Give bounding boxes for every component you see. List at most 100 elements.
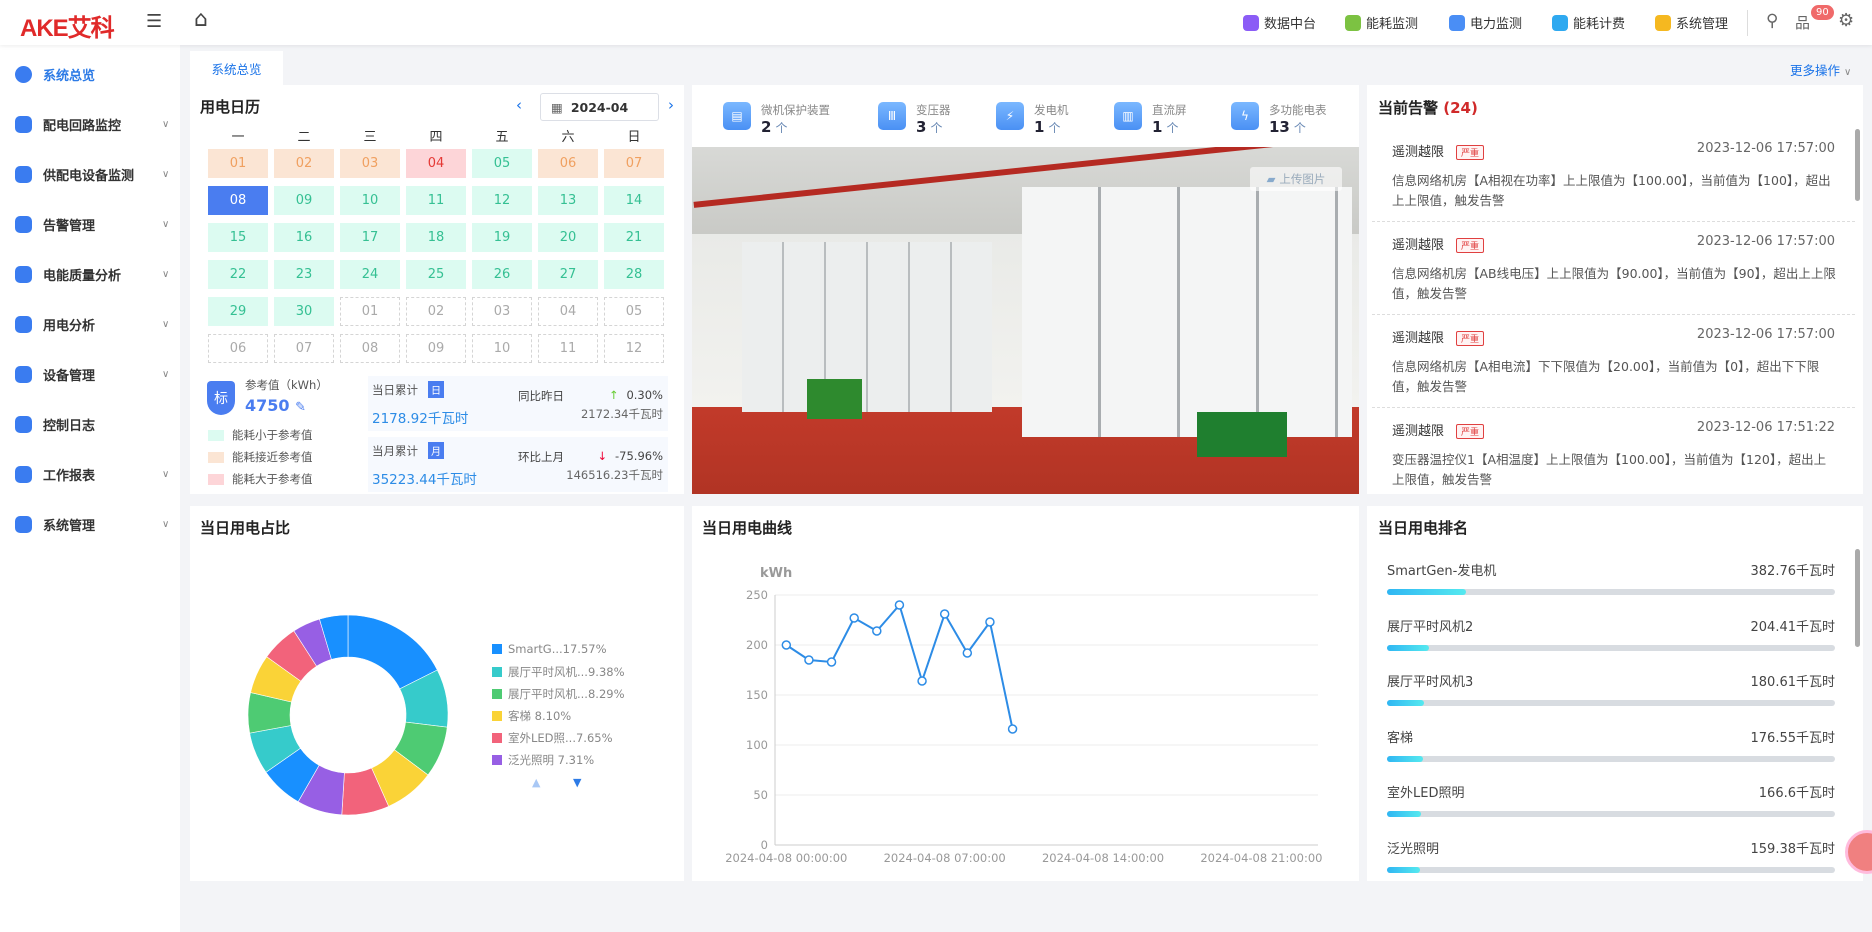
- prev-month-button[interactable]: ‹: [516, 96, 522, 114]
- pie-legend-item[interactable]: 展厅平时风机...9.38%: [492, 664, 625, 680]
- settings-gear-icon[interactable]: ⚙: [1838, 10, 1854, 31]
- device-stat[interactable]: Ⅲ变压器3个: [878, 102, 951, 136]
- sidebar-item[interactable]: 告警管理∨: [0, 209, 180, 239]
- calendar-day[interactable]: 05: [472, 149, 532, 178]
- calendar-day[interactable]: 21: [604, 223, 664, 252]
- device-stat[interactable]: ϟ多功能电表13个: [1231, 102, 1327, 136]
- calendar-day[interactable]: 10: [472, 334, 532, 363]
- data-point[interactable]: [941, 610, 949, 618]
- calendar-day[interactable]: 20: [538, 223, 598, 252]
- calendar-day[interactable]: 14: [604, 186, 664, 215]
- calendar-day[interactable]: 04: [406, 149, 466, 178]
- calendar-day[interactable]: 06: [538, 149, 598, 178]
- device-stat[interactable]: ⚡发电机1个: [996, 102, 1069, 136]
- sidebar-item[interactable]: 设备管理∨: [0, 359, 180, 389]
- pie-legend-item[interactable]: 泛光照明 7.31%: [492, 752, 594, 768]
- legend-next-page-icon[interactable]: ▼: [573, 776, 581, 789]
- data-point[interactable]: [805, 656, 813, 664]
- more-actions-dropdown[interactable]: 更多操作 ∨: [1790, 60, 1851, 79]
- data-point[interactable]: [895, 601, 903, 609]
- legend-prev-page-icon[interactable]: ▲: [532, 776, 540, 789]
- tab-system-overview[interactable]: 系统总览: [190, 51, 283, 85]
- calendar-day[interactable]: 22: [208, 260, 268, 289]
- topnav-item[interactable]: 数据中台: [1243, 13, 1316, 32]
- sidebar-item[interactable]: 电能质量分析∨: [0, 259, 180, 289]
- calendar-day[interactable]: 16: [274, 223, 334, 252]
- data-point[interactable]: [918, 677, 926, 685]
- home-icon[interactable]: ⌂: [194, 7, 208, 32]
- calendar-day[interactable]: 10: [340, 186, 400, 215]
- pie-legend-item[interactable]: 客梯 8.10%: [492, 708, 571, 724]
- data-point[interactable]: [1009, 725, 1017, 733]
- calendar-day[interactable]: 02: [406, 297, 466, 326]
- calendar-day[interactable]: 04: [538, 297, 598, 326]
- calendar-day[interactable]: 01: [340, 297, 400, 326]
- upload-image-button[interactable]: ▰上传图片: [1250, 167, 1342, 191]
- calendar-day[interactable]: 25: [406, 260, 466, 289]
- calendar-day[interactable]: 08: [208, 186, 268, 215]
- calendar-day[interactable]: 01: [208, 149, 268, 178]
- data-point[interactable]: [850, 614, 858, 622]
- calendar-day[interactable]: 26: [472, 260, 532, 289]
- calendar-day[interactable]: 11: [538, 334, 598, 363]
- pie-legend-item[interactable]: SmartG...17.57%: [492, 642, 607, 656]
- calendar-day[interactable]: 12: [604, 334, 664, 363]
- calendar-day[interactable]: 17: [340, 223, 400, 252]
- sidebar-item[interactable]: 系统管理∨: [0, 509, 180, 539]
- edit-pencil-icon[interactable]: ✎: [295, 400, 306, 415]
- alarm-item[interactable]: 遥测越限严重: [1392, 141, 1484, 160]
- data-point[interactable]: [782, 641, 790, 649]
- calendar-day[interactable]: 07: [604, 149, 664, 178]
- topnav-item[interactable]: 系统管理: [1655, 13, 1728, 32]
- calendar-day[interactable]: 08: [340, 334, 400, 363]
- alarm-item[interactable]: 遥测越限严重: [1392, 234, 1484, 253]
- calendar-day[interactable]: 12: [472, 186, 532, 215]
- data-point[interactable]: [963, 649, 971, 657]
- calendar-day[interactable]: 23: [274, 260, 334, 289]
- calendar-day[interactable]: 09: [274, 186, 334, 215]
- sidebar-item[interactable]: 工作报表∨: [0, 459, 180, 489]
- topnav-item[interactable]: 能耗计费: [1552, 13, 1625, 32]
- calendar-day[interactable]: 13: [538, 186, 598, 215]
- topnav-item[interactable]: 电力监测: [1449, 13, 1522, 32]
- calendar-day[interactable]: 29: [208, 297, 268, 326]
- calendar-day[interactable]: 03: [472, 297, 532, 326]
- data-point[interactable]: [828, 658, 836, 666]
- sidebar-item[interactable]: 控制日志: [0, 409, 180, 439]
- month-picker[interactable]: ▦2024-04: [540, 93, 659, 121]
- calendar-day[interactable]: 27: [538, 260, 598, 289]
- calendar-day[interactable]: 02: [274, 149, 334, 178]
- menu-collapse-icon[interactable]: ☰: [146, 11, 162, 32]
- calendar-day[interactable]: 18: [406, 223, 466, 252]
- calendar-day[interactable]: 03: [340, 149, 400, 178]
- ranking-scrollbar[interactable]: [1855, 549, 1860, 647]
- calendar-day[interactable]: 28: [604, 260, 664, 289]
- sidebar-item[interactable]: 供配电设备监测∨: [0, 159, 180, 189]
- next-month-button[interactable]: ›: [668, 96, 674, 114]
- data-point[interactable]: [986, 618, 994, 626]
- calendar-day[interactable]: 05: [604, 297, 664, 326]
- search-icon[interactable]: ⚲: [1766, 11, 1778, 31]
- reference-value[interactable]: 4750 ✎: [245, 396, 306, 415]
- sidebar-item[interactable]: 用电分析∨: [0, 309, 180, 339]
- calendar-day[interactable]: 15: [208, 223, 268, 252]
- network-icon[interactable]: 品: [1795, 12, 1810, 33]
- pie-legend-item[interactable]: 室外LED照...7.65%: [492, 730, 613, 746]
- alarm-item[interactable]: 遥测越限严重: [1392, 327, 1484, 346]
- calendar-day[interactable]: 24: [340, 260, 400, 289]
- device-stat[interactable]: ▤微机保护装置2个: [723, 102, 830, 136]
- topnav-item[interactable]: 能耗监测: [1345, 13, 1418, 32]
- calendar-day[interactable]: 19: [472, 223, 532, 252]
- sidebar-item[interactable]: 配电回路监控∨: [0, 109, 180, 139]
- alarm-scrollbar[interactable]: [1855, 129, 1860, 201]
- calendar-day[interactable]: 06: [208, 334, 268, 363]
- calendar-day[interactable]: 07: [274, 334, 334, 363]
- pie-legend-item[interactable]: 展厅平时风机...8.29%: [492, 686, 625, 702]
- calendar-day[interactable]: 11: [406, 186, 466, 215]
- alarm-item[interactable]: 遥测越限严重: [1392, 420, 1484, 439]
- calendar-day[interactable]: 09: [406, 334, 466, 363]
- device-stat[interactable]: ▥直流屏1个: [1114, 102, 1187, 136]
- data-point[interactable]: [873, 627, 881, 635]
- sidebar-item[interactable]: 系统总览: [0, 59, 180, 89]
- calendar-day[interactable]: 30: [274, 297, 334, 326]
